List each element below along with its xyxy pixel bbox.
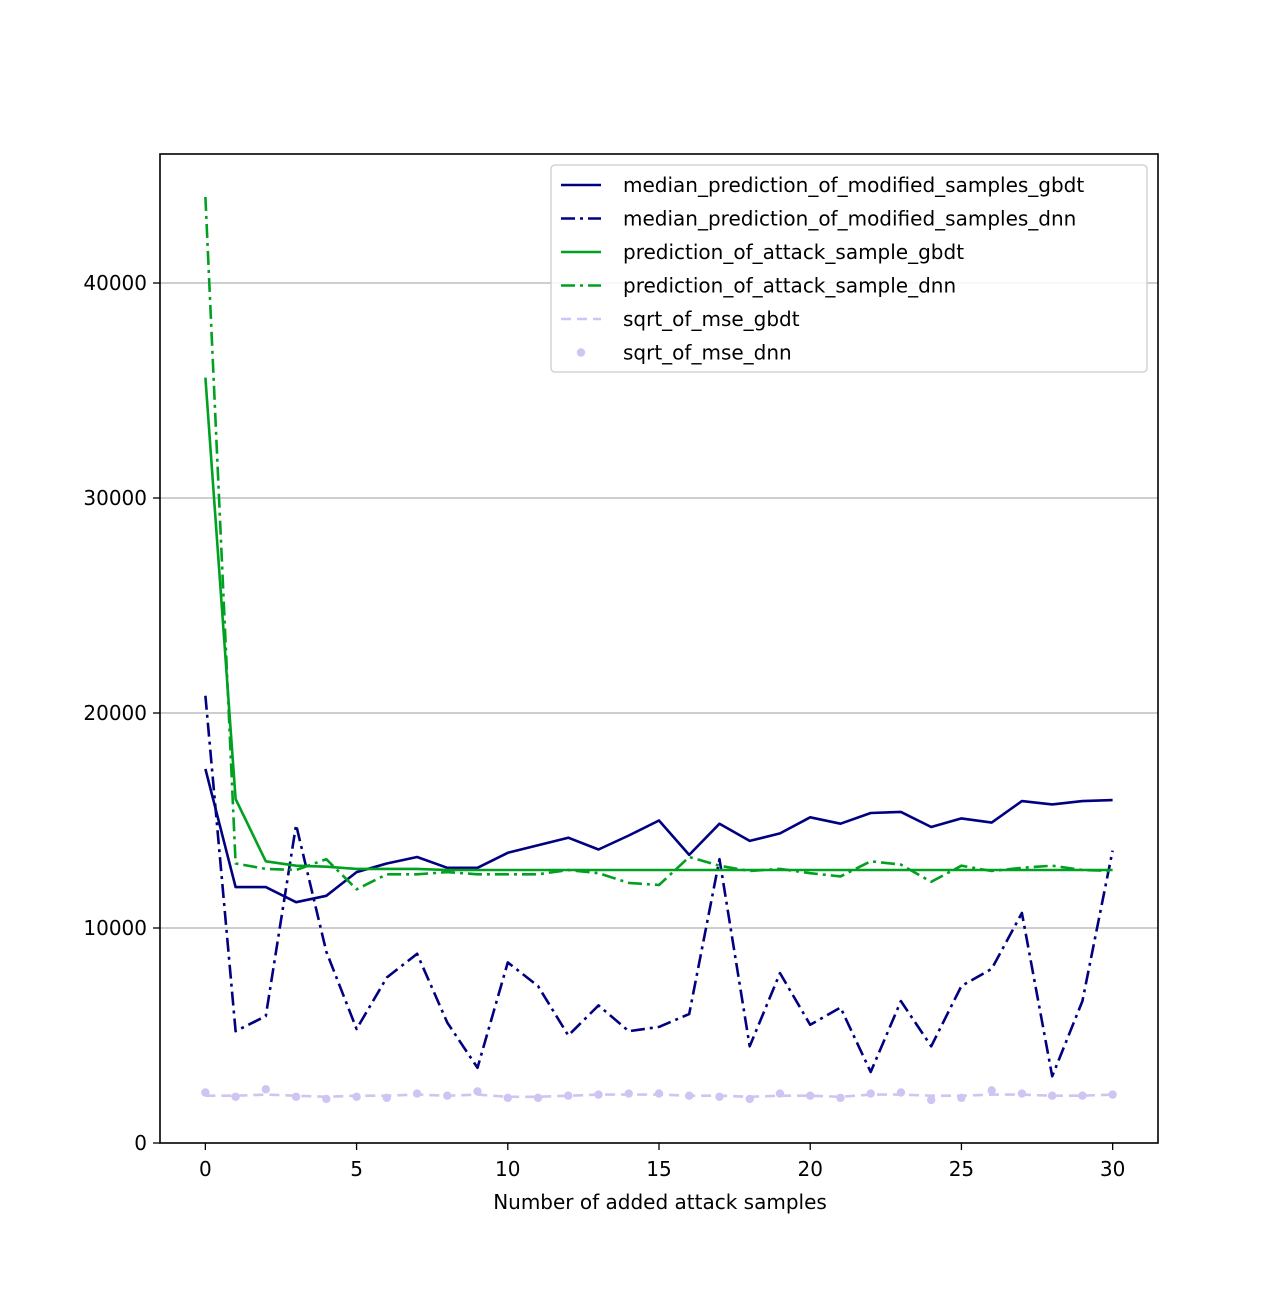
legend-entry: prediction_of_attack_sample_dnn — [561, 274, 956, 298]
legend-label: sqrt_of_mse_gbdt — [623, 307, 800, 331]
x-tick-label: 15 — [646, 1157, 671, 1181]
data-point — [352, 1092, 361, 1101]
data-point — [443, 1091, 452, 1100]
legend-label: prediction_of_attack_sample_dnn — [623, 274, 956, 298]
legend: median_prediction_of_modified_samples_gb… — [550, 164, 1148, 373]
x-axis-ticks: 0 5 10 15 20 25 30 — [199, 1143, 1125, 1181]
y-tick-label: 20000 — [83, 701, 147, 725]
data-point — [382, 1093, 392, 1103]
data-point — [685, 1091, 694, 1100]
data-point — [1047, 1091, 1057, 1100]
series-line — [204, 196, 1113, 891]
legend-entry: prediction_of_attack_sample_gbdt — [561, 240, 964, 264]
data-point — [1108, 1090, 1117, 1099]
series-line — [204, 377, 1113, 872]
legend-label: median_prediction_of_modified_samples_dn… — [623, 207, 1076, 231]
y-tick-label: 0 — [134, 1131, 147, 1155]
data-point — [1078, 1091, 1087, 1100]
data-point — [806, 1091, 815, 1100]
series-line — [204, 695, 1114, 1078]
legend-label: median_prediction_of_modified_samples_gb… — [623, 173, 1084, 197]
y-tick-label: 30000 — [83, 486, 147, 510]
legend-box — [550, 164, 1148, 373]
series-median_prediction_of_modified_samples_gbdt — [204, 768, 1113, 904]
y-tick-label: 40000 — [83, 271, 147, 295]
x-tick-label: 10 — [495, 1157, 520, 1181]
x-axis-label: Number of added attack samples — [493, 1190, 827, 1214]
data-point — [533, 1093, 543, 1103]
series-sqrt_of_mse_dnn — [201, 1085, 1117, 1105]
data-point — [926, 1095, 936, 1105]
legend-entry: median_prediction_of_modified_samples_dn… — [561, 207, 1076, 231]
x-tick-label: 5 — [350, 1157, 363, 1181]
series-line — [204, 768, 1113, 904]
x-tick-label: 20 — [797, 1157, 822, 1181]
data-point — [594, 1090, 603, 1099]
series-prediction_of_attack_sample_dnn — [204, 196, 1113, 891]
data-point — [836, 1093, 845, 1103]
data-point — [896, 1088, 906, 1097]
data-point — [412, 1089, 422, 1098]
data-point — [775, 1089, 785, 1098]
series-prediction_of_attack_sample_gbdt — [204, 377, 1113, 872]
data-point — [866, 1089, 875, 1098]
data-point — [231, 1092, 240, 1101]
data-point — [322, 1094, 331, 1104]
legend-label: sqrt_of_mse_dnn — [623, 341, 792, 365]
y-tick-label: 10000 — [83, 916, 147, 940]
data-point — [503, 1093, 512, 1103]
legend-marker — [576, 348, 586, 357]
legend-entry: sqrt_of_mse_gbdt — [561, 307, 800, 331]
data-point — [261, 1085, 271, 1094]
data-point — [745, 1094, 754, 1104]
y-axis-ticks: 0 10000 20000 30000 40000 — [83, 271, 160, 1155]
series-layer — [201, 196, 1117, 1105]
legend-entry: median_prediction_of_modified_samples_gb… — [561, 173, 1084, 197]
series-median_prediction_of_modified_samples_dnn — [204, 695, 1114, 1078]
data-point — [473, 1087, 482, 1096]
data-point — [201, 1088, 210, 1097]
x-tick-label: 30 — [1100, 1157, 1125, 1181]
data-point — [715, 1092, 724, 1101]
data-point — [654, 1089, 664, 1098]
data-point — [1017, 1089, 1027, 1098]
data-point — [987, 1086, 996, 1095]
data-point — [957, 1093, 966, 1103]
legend-entry: sqrt_of_mse_dnn — [576, 341, 792, 365]
x-tick-label: 25 — [949, 1157, 974, 1181]
data-point — [291, 1092, 301, 1101]
data-point — [564, 1091, 573, 1100]
data-point — [624, 1089, 633, 1098]
legend-label: prediction_of_attack_sample_gbdt — [623, 240, 964, 264]
x-tick-label: 0 — [199, 1157, 212, 1181]
